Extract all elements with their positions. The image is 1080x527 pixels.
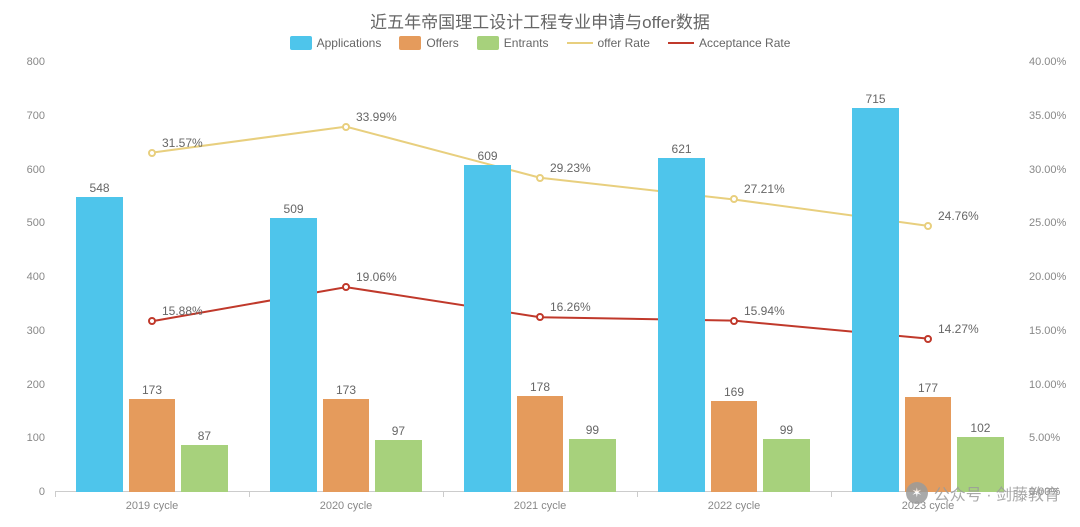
x-category-label: 2020 cycle <box>320 500 373 512</box>
y-right-tick: 5.00% <box>1029 432 1060 444</box>
legend-item[interactable]: Applications <box>290 36 382 50</box>
x-tick <box>637 492 638 497</box>
legend-line-swatch <box>567 42 593 44</box>
bar-applications[interactable] <box>76 197 122 492</box>
y-left-tick: 400 <box>27 271 45 283</box>
y-left-tick: 800 <box>27 56 45 68</box>
y-right-tick: 40.00% <box>1029 56 1066 68</box>
line-marker[interactable] <box>148 149 156 157</box>
y-left-tick: 200 <box>27 379 45 391</box>
bar-value-label: 99 <box>780 423 793 439</box>
line-value-label: 16.26% <box>550 300 591 314</box>
legend-item[interactable]: Entrants <box>477 36 549 50</box>
line-value-label: 15.88% <box>162 304 203 318</box>
line-value-label: 19.06% <box>356 270 397 284</box>
bar-offers[interactable] <box>323 399 369 492</box>
y-left-tick: 500 <box>27 217 45 229</box>
line-value-label: 27.21% <box>744 182 785 196</box>
x-tick <box>249 492 250 497</box>
legend-item[interactable]: offer Rate <box>567 36 650 50</box>
y-left-tick: 0 <box>39 486 45 498</box>
watermark-text: 公众号 · 剑藤教育 <box>934 481 1060 505</box>
bar-entrants[interactable] <box>181 445 227 492</box>
y-left-tick: 600 <box>27 164 45 176</box>
y-right-tick: 25.00% <box>1029 217 1066 229</box>
bar-value-label: 87 <box>198 429 211 445</box>
bar-entrants[interactable] <box>569 439 615 492</box>
line-value-label: 24.76% <box>938 209 979 223</box>
legend: Applications Offers Entrants offer Rate Acce… <box>0 36 1080 50</box>
legend-line-swatch <box>668 42 694 44</box>
line-marker[interactable] <box>730 195 738 203</box>
bar-value-label: 177 <box>918 381 938 397</box>
line-marker[interactable] <box>536 174 544 182</box>
x-category-label: 2019 cycle <box>126 500 179 512</box>
legend-label: Offers <box>426 36 458 50</box>
watermark: ✶ 公众号 · 剑藤教育 <box>906 481 1060 505</box>
bar-value-label: 169 <box>724 385 744 401</box>
bar-applications[interactable] <box>464 165 510 492</box>
y-right-tick: 30.00% <box>1029 164 1066 176</box>
bar-applications[interactable] <box>852 108 898 492</box>
line-value-label: 31.57% <box>162 136 203 150</box>
legend-swatch <box>477 36 499 50</box>
legend-label: Applications <box>317 36 382 50</box>
bar-offers[interactable] <box>905 397 951 492</box>
y-right-tick: 20.00% <box>1029 271 1066 283</box>
y-right-tick: 10.00% <box>1029 379 1066 391</box>
y-left-tick: 100 <box>27 432 45 444</box>
bar-value-label: 609 <box>478 149 498 165</box>
bar-offers[interactable] <box>129 399 175 492</box>
x-category-label: 2022 cycle <box>708 500 761 512</box>
x-tick <box>443 492 444 497</box>
line-marker[interactable] <box>536 313 544 321</box>
bar-value-label: 178 <box>530 380 550 396</box>
line-marker[interactable] <box>342 283 350 291</box>
line-marker[interactable] <box>342 123 350 131</box>
bar-offers[interactable] <box>517 396 563 492</box>
legend-item[interactable]: Acceptance Rate <box>668 36 790 50</box>
line-value-label: 14.27% <box>938 322 979 336</box>
line-marker[interactable] <box>924 222 932 230</box>
legend-label: Entrants <box>504 36 549 50</box>
line-value-label: 15.94% <box>744 304 785 318</box>
x-axis-labels: 2019 cycle 2020 cycle 2021 cycle 2022 cycle… <box>55 492 1025 522</box>
bar-value-label: 715 <box>866 92 886 108</box>
x-tick <box>831 492 832 497</box>
bar-value-label: 173 <box>142 383 162 399</box>
bar-value-label: 99 <box>586 423 599 439</box>
legend-swatch <box>399 36 421 50</box>
legend-label: Acceptance Rate <box>699 36 790 50</box>
line-value-label: 29.23% <box>550 161 591 175</box>
y-left-tick: 700 <box>27 110 45 122</box>
plot-area: 0100200300400500600700800 0.00%5.00%10.0… <box>55 62 1025 492</box>
chart-title: 近五年帝国理工设计工程专业申请与offer数据 <box>0 8 1080 33</box>
bar-applications[interactable] <box>658 158 704 492</box>
x-tick <box>55 492 56 497</box>
line-marker[interactable] <box>730 317 738 325</box>
wechat-icon: ✶ <box>906 482 928 504</box>
legend-label: offer Rate <box>598 36 650 50</box>
line-marker[interactable] <box>148 317 156 325</box>
bar-offers[interactable] <box>711 401 757 492</box>
bar-applications[interactable] <box>270 218 316 492</box>
chart-root: 近五年帝国理工设计工程专业申请与offer数据 Applications Offe… <box>0 0 1080 527</box>
bar-entrants[interactable] <box>763 439 809 492</box>
bar-value-label: 548 <box>90 181 110 197</box>
legend-item[interactable]: Offers <box>399 36 458 50</box>
bar-value-label: 97 <box>392 424 405 440</box>
y-right-tick: 15.00% <box>1029 325 1066 337</box>
bar-entrants[interactable] <box>375 440 421 492</box>
y-left-tick: 300 <box>27 325 45 337</box>
line-marker[interactable] <box>924 335 932 343</box>
bar-value-label: 173 <box>336 383 356 399</box>
x-category-label: 2021 cycle <box>514 500 567 512</box>
legend-swatch <box>290 36 312 50</box>
y-right-tick: 35.00% <box>1029 110 1066 122</box>
line-value-label: 33.99% <box>356 110 397 124</box>
bar-value-label: 509 <box>284 202 304 218</box>
bar-value-label: 102 <box>970 421 990 437</box>
bar-value-label: 621 <box>672 142 692 158</box>
